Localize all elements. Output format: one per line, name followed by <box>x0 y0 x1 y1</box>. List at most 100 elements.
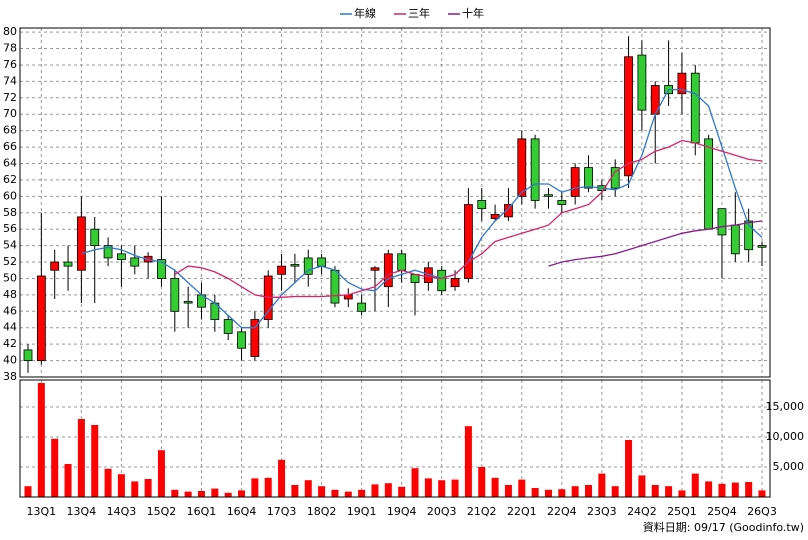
y-tick-label: 72 <box>3 91 17 104</box>
candle-body <box>624 56 633 177</box>
volume-bar <box>638 475 646 497</box>
y-tick-label: 70 <box>3 107 17 120</box>
candle-body <box>757 245 767 248</box>
volume-bar <box>184 491 192 497</box>
candle-body <box>570 167 580 197</box>
y-tick-label: 38 <box>3 370 17 383</box>
y2-tick-label: 5,000 <box>773 460 805 473</box>
volume-bar <box>238 490 246 497</box>
x-tick-label: 19Q4 <box>387 505 417 518</box>
y2-tick-label: 15,000 <box>766 400 805 413</box>
candle-body <box>23 349 33 361</box>
x-tick-label: 18Q2 <box>307 505 337 518</box>
frame <box>19 379 771 498</box>
volume-bar <box>478 467 486 497</box>
volume-bar <box>51 438 59 497</box>
legend-label: 三年 <box>408 6 430 20</box>
candle-body <box>637 54 647 111</box>
y-tick-label: 56 <box>3 222 17 235</box>
x-tick-label: 25Q1 <box>667 505 697 518</box>
volume-bar <box>571 486 579 497</box>
volume-bar <box>197 491 205 497</box>
volume-bar <box>171 489 179 497</box>
price-panel <box>20 28 770 377</box>
volume-bar <box>24 486 32 497</box>
volume-bar <box>518 479 526 497</box>
x-tick-label: 21Q2 <box>467 505 497 518</box>
volume-bar <box>598 473 606 497</box>
candle-body <box>90 228 100 247</box>
volume-bar <box>531 488 539 497</box>
volume-bar <box>211 488 219 497</box>
volume-bar <box>451 479 459 497</box>
candle-body <box>744 220 754 251</box>
volume-bar <box>745 482 753 497</box>
volume-bar <box>398 486 406 497</box>
y-tick-label: 42 <box>3 337 17 350</box>
ma-line <box>174 139 763 298</box>
candle-body <box>117 253 126 260</box>
volume-bar <box>558 489 566 497</box>
candle-body <box>717 208 727 236</box>
candle-body <box>303 257 313 275</box>
y-tick-label: 48 <box>3 288 17 301</box>
candle-body <box>544 194 553 197</box>
volume-bar <box>318 486 326 497</box>
volume-bar <box>358 489 366 497</box>
candle-body <box>357 302 367 312</box>
frame <box>19 27 771 378</box>
candle-body <box>36 275 46 361</box>
y-tick-label: 52 <box>3 255 17 268</box>
candle-body <box>63 261 73 267</box>
volume-panel <box>20 380 770 497</box>
candle-body <box>463 204 473 279</box>
candle-body <box>157 259 166 279</box>
volume-bar <box>651 485 659 497</box>
candle-body <box>277 265 286 275</box>
volume-bar <box>491 477 499 497</box>
volume-bar <box>264 477 272 497</box>
y-tick-label: 76 <box>3 58 17 71</box>
x-tick-label: 23Q3 <box>587 505 617 518</box>
y-tick-label: 60 <box>3 189 17 202</box>
x-tick-label: 22Q4 <box>547 505 577 518</box>
volume-bar <box>424 478 432 497</box>
volume-bar <box>718 483 726 497</box>
y-tick-label: 78 <box>3 42 17 55</box>
candle-body <box>437 269 447 292</box>
x-tick-label: 24Q2 <box>627 505 657 518</box>
candle-body <box>410 273 420 283</box>
candle-body <box>223 319 233 334</box>
candle-body <box>584 167 593 189</box>
volume-bar <box>77 419 85 497</box>
volume-bar <box>291 485 299 497</box>
candle-body <box>290 264 300 267</box>
candle-body <box>730 224 740 255</box>
y-tick-label: 66 <box>3 140 17 153</box>
y-tick-label: 68 <box>3 124 17 137</box>
candle-body <box>477 200 487 210</box>
x-tick-label: 13Q1 <box>27 505 57 518</box>
legend-label: 十年 <box>462 6 484 20</box>
candle-body <box>330 269 340 304</box>
y-tick-label: 74 <box>3 74 17 87</box>
candle-body <box>690 72 700 144</box>
x-tick-label: 19Q1 <box>347 505 377 518</box>
candle-body <box>130 257 140 267</box>
y2-tick-label: 10,000 <box>766 430 805 443</box>
candle-body <box>504 204 513 218</box>
y-tick-label: 80 <box>3 25 17 38</box>
y-tick-label: 50 <box>3 271 17 284</box>
x-tick-label: 26Q3 <box>747 505 777 518</box>
volume-bar <box>331 489 339 497</box>
volume-bar <box>438 480 446 497</box>
x-tick-label: 25Q4 <box>707 505 737 518</box>
y-tick-label: 46 <box>3 304 17 317</box>
volume-bar <box>37 383 45 497</box>
y-tick-label: 54 <box>3 239 17 252</box>
candle-body <box>237 331 246 349</box>
candle-body <box>250 319 260 357</box>
volume-bar <box>104 468 112 497</box>
volume-bar <box>144 479 152 497</box>
volume-bar <box>705 481 713 497</box>
